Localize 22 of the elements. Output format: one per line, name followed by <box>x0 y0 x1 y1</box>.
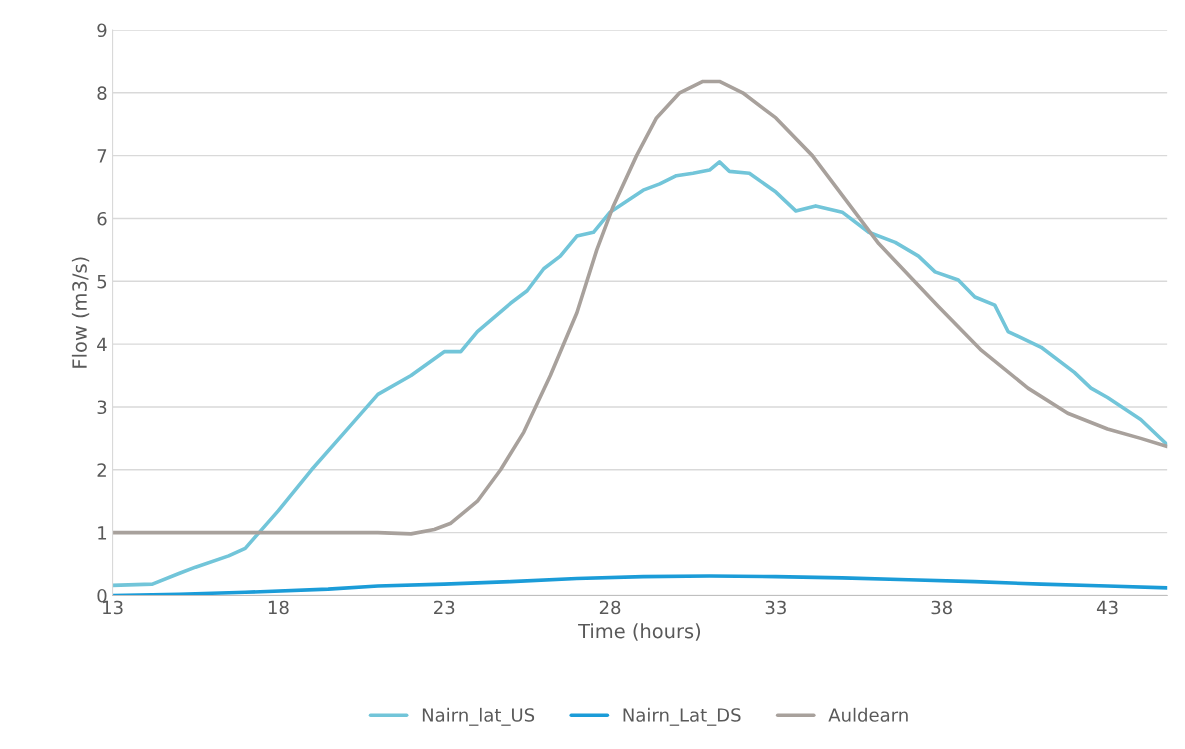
x-tick-label: 38 <box>931 600 952 615</box>
y-tick-label: 6 <box>97 211 107 226</box>
y-tick-label: 2 <box>97 463 106 477</box>
y-axis-title: Flow (m3/s) <box>71 257 90 368</box>
x-tick-label: 43 <box>1096 600 1118 615</box>
x-tick-label: 23 <box>434 600 455 615</box>
y-tick-label: 3 <box>97 400 107 415</box>
x-axis-title: Time (hours) <box>578 623 701 641</box>
y-tick-label: 4 <box>97 337 107 351</box>
y-tick-label: 9 <box>97 23 107 38</box>
x-tick-label: 18 <box>268 600 289 615</box>
line-series <box>112 79 1168 536</box>
legend-label: Nairn_Lat_DS <box>623 707 741 726</box>
line-series <box>112 160 1168 588</box>
y-tick-label: 1 <box>98 526 107 540</box>
legend-label: Nairn_lat_US <box>422 707 535 726</box>
legend-label: Auldearn <box>828 707 908 722</box>
x-tick-label: 33 <box>765 600 786 615</box>
y-tick-label: 5 <box>97 274 107 289</box>
y-tick-label: 8 <box>97 86 107 100</box>
y-tick-label: 7 <box>97 149 107 163</box>
x-tick-label: 28 <box>599 600 621 615</box>
